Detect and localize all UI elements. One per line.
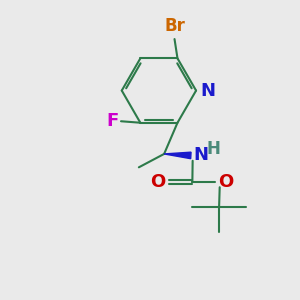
Text: Br: Br [164,17,185,35]
Polygon shape [164,152,191,159]
Text: N: N [200,82,215,100]
Text: O: O [218,173,233,191]
Text: H: H [206,140,220,158]
Text: O: O [150,173,165,191]
Text: F: F [106,112,119,130]
Text: N: N [193,146,208,164]
